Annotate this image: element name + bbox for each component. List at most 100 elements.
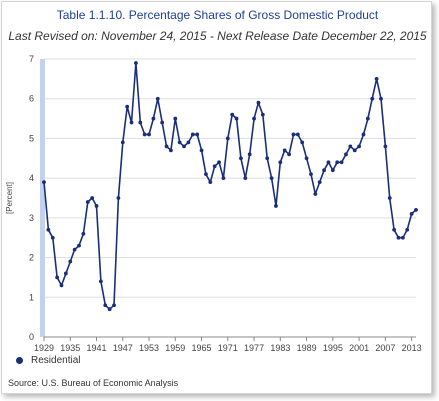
data-point xyxy=(365,116,370,121)
data-point xyxy=(94,204,99,208)
data-point xyxy=(300,140,305,145)
data-point xyxy=(239,156,243,161)
data-point xyxy=(151,116,156,121)
data-point xyxy=(138,120,143,125)
source-note: Source: U.S. Bureau of Economic Analysis xyxy=(8,378,179,388)
data-point xyxy=(98,279,103,284)
data-point xyxy=(322,168,326,173)
data-point xyxy=(112,303,116,308)
y-tick-label: 1 xyxy=(29,292,34,302)
data-point xyxy=(169,148,173,153)
series-line-residential xyxy=(43,62,417,311)
data-point xyxy=(330,168,335,173)
data-point xyxy=(46,227,51,232)
data-point xyxy=(344,152,348,157)
y-tick-label: 3 xyxy=(29,213,34,223)
data-point xyxy=(190,132,195,137)
data-point xyxy=(287,152,291,157)
data-point xyxy=(85,200,90,204)
data-point xyxy=(125,104,130,109)
series-points-residential xyxy=(42,61,418,312)
x-tick-label: 1971 xyxy=(218,343,238,353)
y-tick-label: 5 xyxy=(29,133,34,143)
data-point xyxy=(177,140,182,145)
line-chart: 0 1 2 3 4 5 6 7 1929 1935 1941 1947 1953 1959 1965 1971… xyxy=(29,54,422,353)
x-tick-label: 1989 xyxy=(297,343,317,353)
data-point xyxy=(90,196,95,200)
data-point xyxy=(326,160,331,165)
data-point xyxy=(42,180,46,185)
data-point xyxy=(309,172,313,177)
data-point xyxy=(291,132,296,137)
data-point xyxy=(50,235,55,240)
data-point xyxy=(212,164,217,169)
y-tick-label: 6 xyxy=(29,94,34,104)
data-point xyxy=(134,61,138,65)
data-point xyxy=(230,112,235,117)
data-point xyxy=(59,283,64,288)
data-point xyxy=(142,132,147,137)
data-point xyxy=(269,176,274,181)
data-point xyxy=(256,100,261,105)
data-point xyxy=(339,160,344,165)
data-point xyxy=(387,196,392,200)
data-point xyxy=(155,96,160,101)
data-point xyxy=(204,172,208,177)
data-point xyxy=(361,132,366,137)
chart-title: Table 1.1.10. Percentage Shares of Gross… xyxy=(56,8,379,22)
data-point xyxy=(304,156,309,161)
legend-label-residential: Residential xyxy=(31,355,81,366)
x-tick-label: 1947 xyxy=(113,343,133,353)
data-point xyxy=(182,144,186,149)
x-tick-label: 1953 xyxy=(139,343,159,353)
data-point xyxy=(414,208,418,212)
data-point xyxy=(160,120,165,125)
x-tick-label: 1965 xyxy=(192,343,212,353)
data-point xyxy=(55,275,60,280)
y-tick-label: 2 xyxy=(29,253,34,263)
data-point xyxy=(348,144,353,149)
data-point xyxy=(260,112,265,117)
data-point xyxy=(396,235,401,240)
data-point xyxy=(199,148,204,153)
data-point xyxy=(400,235,405,240)
data-point xyxy=(295,132,300,137)
x-tick-label: 2013 xyxy=(402,343,422,353)
x-tick-label: 1941 xyxy=(87,343,107,353)
data-point xyxy=(313,192,318,196)
data-point xyxy=(317,180,322,185)
data-point xyxy=(374,76,379,81)
data-point xyxy=(217,160,221,165)
data-point xyxy=(265,156,270,161)
data-point xyxy=(107,307,112,312)
legend[interactable]: Residential xyxy=(16,355,80,366)
y-tick-label: 4 xyxy=(29,173,34,183)
data-point xyxy=(63,271,68,276)
data-point xyxy=(221,176,226,181)
data-point xyxy=(208,180,213,185)
axis-highlight-band xyxy=(40,59,45,337)
data-point xyxy=(225,136,230,141)
data-point xyxy=(370,96,375,101)
chart-subtitle: Last Revised on: November 24, 2015 - Nex… xyxy=(8,29,427,43)
data-point xyxy=(379,96,383,101)
x-tick-label: 2001 xyxy=(349,343,369,353)
x-tick-label: 1983 xyxy=(270,343,290,353)
y-tick-label: 7 xyxy=(29,54,34,64)
data-point xyxy=(383,144,388,149)
data-point xyxy=(252,116,256,121)
data-point xyxy=(81,231,86,236)
data-point xyxy=(147,132,151,137)
data-point xyxy=(173,116,178,121)
x-tick-label: 1935 xyxy=(60,343,80,353)
data-point xyxy=(274,204,278,208)
data-point xyxy=(72,247,77,252)
data-point xyxy=(164,144,169,149)
data-point xyxy=(68,259,73,264)
data-point xyxy=(195,132,200,137)
y-tick-label: 0 xyxy=(29,332,34,342)
x-tick-label: 1959 xyxy=(165,343,185,353)
data-point xyxy=(278,160,283,165)
data-point xyxy=(247,152,252,157)
data-point xyxy=(357,144,362,149)
